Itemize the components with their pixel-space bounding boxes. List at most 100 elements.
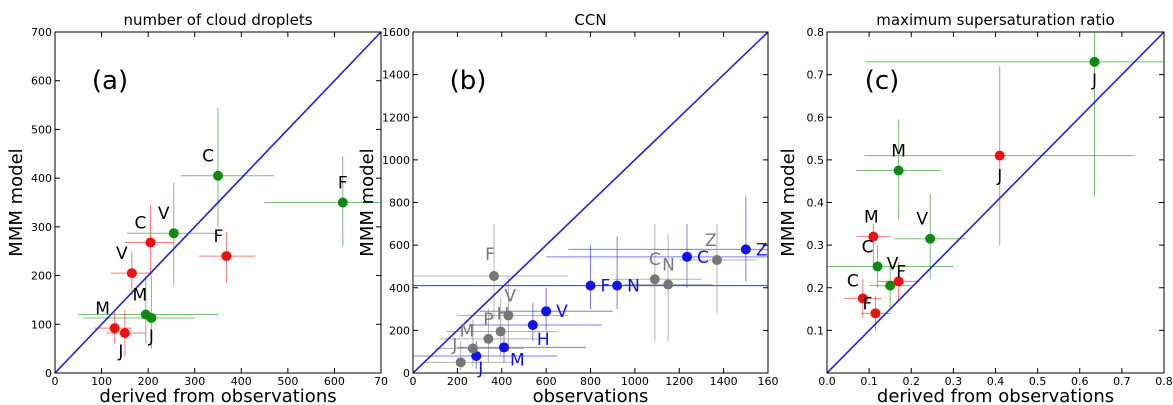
data-point — [872, 261, 883, 272]
point-label: J — [148, 327, 154, 347]
one-to-one-line — [827, 32, 1164, 373]
chart-title: maximum supersaturation ratio — [876, 11, 1114, 29]
point-label: C — [862, 237, 874, 257]
data-point — [495, 326, 506, 337]
data-point — [467, 343, 478, 354]
data-point — [893, 276, 904, 287]
data-point — [682, 251, 693, 262]
point-label: M — [864, 208, 879, 228]
point-label: N — [627, 277, 640, 297]
data-point — [740, 244, 751, 255]
data-point — [1089, 56, 1100, 67]
point-label: V — [887, 254, 899, 274]
data-point — [925, 233, 936, 244]
x-tick-label: 0.7 — [1113, 375, 1131, 388]
panel-label: (c) — [865, 66, 900, 96]
point-label: F — [338, 174, 348, 194]
data-point — [337, 197, 348, 208]
y-tick-label: 0.8 — [807, 26, 825, 39]
x-tick-label: 800 — [580, 375, 601, 388]
one-to-one-line — [55, 32, 381, 373]
point-label: V — [504, 286, 516, 306]
x-tick-label: 0.3 — [945, 375, 963, 388]
x-tick-label: 1200 — [665, 375, 693, 388]
x-tick-label: 400 — [491, 375, 512, 388]
y-tick-label: 600 — [389, 239, 410, 252]
data-point — [168, 228, 179, 239]
x-tick-label: 0.6 — [1071, 375, 1089, 388]
point-label: M — [891, 142, 906, 162]
x-tick-label: 0.1 — [860, 375, 878, 388]
x-tick-label: 0 — [52, 375, 59, 388]
data-point — [145, 237, 156, 248]
x-tick-label: 300 — [184, 375, 205, 388]
x-tick-label: 0.0 — [818, 375, 836, 388]
x-axis-label: derived from observations — [877, 386, 1114, 405]
data-point — [541, 306, 552, 317]
point-label: F — [896, 263, 906, 283]
data-point — [857, 293, 868, 304]
x-tick-label: 600 — [324, 375, 345, 388]
x-axis-label: observations — [533, 386, 649, 405]
x-tick-label: 0.5 — [1029, 375, 1047, 388]
data-point — [612, 280, 623, 291]
data-point — [119, 328, 130, 339]
data-point — [126, 268, 137, 279]
point-label: M — [95, 299, 110, 319]
y-tick-label: 0.1 — [807, 324, 825, 337]
x-tick-label: 500 — [277, 375, 298, 388]
chart-title: number of cloud droplets — [123, 11, 312, 29]
data-point — [711, 255, 722, 266]
y-tick-label: 400 — [31, 172, 52, 185]
point-label: H — [537, 330, 550, 350]
x-tick-label: 0.4 — [987, 375, 1005, 388]
point-label: J — [996, 167, 1002, 187]
x-tick-label: 400 — [231, 375, 252, 388]
point-label: M — [460, 321, 475, 341]
point-label: J — [477, 359, 483, 379]
point-label: V — [158, 204, 170, 224]
data-point — [527, 320, 538, 331]
point-label: F — [601, 277, 611, 297]
data-point — [663, 279, 674, 290]
panel-label: (b) — [450, 66, 487, 96]
data-point — [109, 323, 120, 334]
point-label: Z — [756, 240, 768, 260]
y-tick-label: 800 — [389, 197, 410, 210]
point-label: V — [556, 302, 568, 322]
data-point — [221, 251, 232, 262]
panel-label: (a) — [92, 66, 128, 96]
point-label: C — [135, 213, 147, 233]
y-tick-label: 0.3 — [807, 239, 825, 252]
y-tick-label: 500 — [31, 123, 52, 136]
data-point — [885, 280, 896, 291]
y-tick-label: 1400 — [382, 69, 410, 82]
point-label: F — [213, 227, 223, 247]
data-point — [488, 271, 499, 282]
point-label: P — [483, 310, 493, 330]
point-label: V — [916, 210, 928, 230]
point-label: C — [697, 248, 709, 268]
point-label: V — [116, 244, 128, 264]
y-tick-label: 1600 — [382, 26, 410, 39]
y-tick-label: 0.7 — [807, 69, 825, 82]
y-axis-label: MMM model — [6, 148, 27, 256]
data-point — [649, 274, 660, 285]
data-point — [503, 310, 514, 321]
y-tick-label: 700 — [31, 26, 52, 39]
x-tick-label: 0.2 — [903, 375, 921, 388]
x-tick-label: 100 — [91, 375, 112, 388]
one-to-one-line — [413, 32, 768, 373]
y-tick-label: 400 — [389, 282, 410, 295]
point-label: Z — [705, 231, 717, 251]
y-tick-label: 600 — [31, 75, 52, 88]
point-label: C — [649, 250, 661, 270]
x-tick-label: 1400 — [710, 375, 738, 388]
x-tick-label: 160 — [758, 375, 779, 388]
y-tick-label: 200 — [389, 324, 410, 337]
x-tick-label: 70 — [374, 375, 388, 388]
data-point — [498, 342, 509, 353]
